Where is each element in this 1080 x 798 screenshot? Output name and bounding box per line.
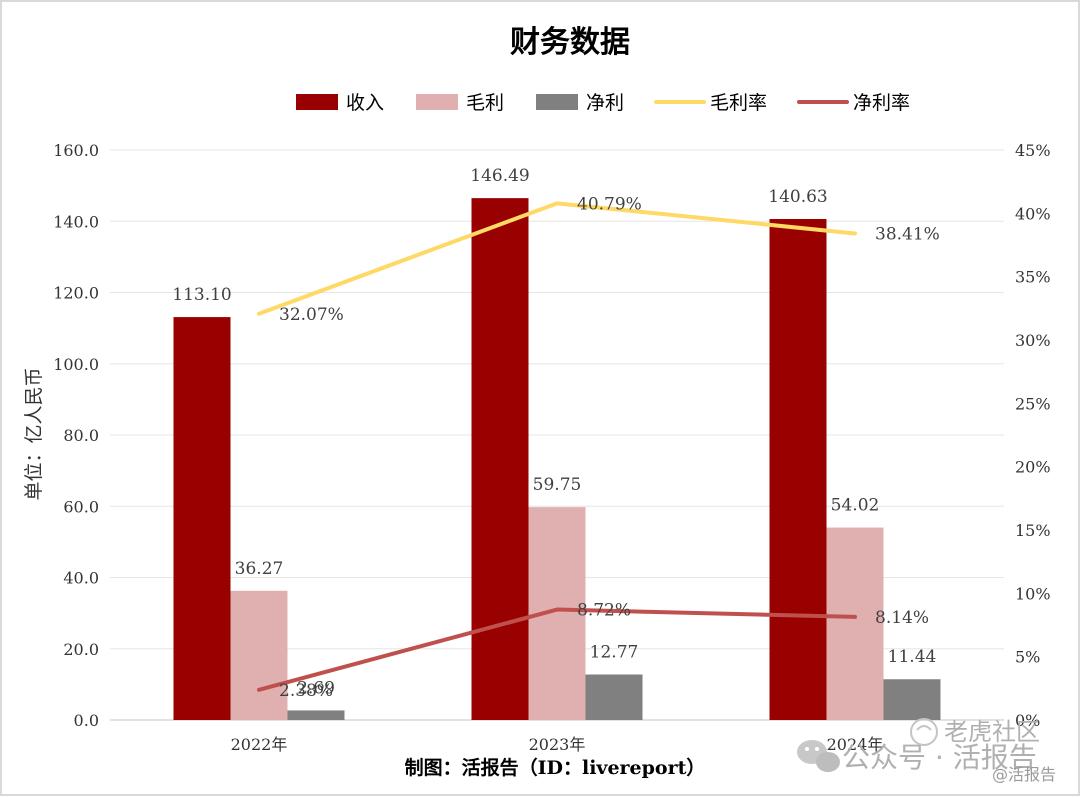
y-tick-label: 60.0 bbox=[63, 497, 99, 516]
bar-收入 bbox=[770, 219, 827, 720]
y-tick-label: 120.0 bbox=[53, 284, 99, 303]
line-data-label: 32.07% bbox=[279, 305, 344, 325]
legend-swatch bbox=[416, 94, 458, 110]
bars bbox=[174, 198, 941, 720]
bar-data-label: 113.10 bbox=[172, 285, 231, 305]
legend-label: 毛利率 bbox=[710, 92, 767, 114]
watermark-handle: @活报告 bbox=[992, 765, 1056, 784]
bar-净利 bbox=[884, 679, 941, 720]
bar-净利 bbox=[288, 710, 345, 720]
line-data-label: 40.79% bbox=[577, 194, 642, 214]
legend-label: 毛利 bbox=[466, 92, 504, 114]
legend-label: 净利率 bbox=[853, 92, 910, 114]
bar-收入 bbox=[174, 317, 231, 720]
y-tick-label: 140.0 bbox=[53, 212, 99, 231]
y2-tick-label: 45% bbox=[1015, 141, 1051, 160]
y-axis-ticks: 0.0 20.0 40.0 60.0 80.0 100.0 120.0 140.0 160.0 bbox=[53, 141, 99, 730]
y-axis-label: 单位：亿人民币 bbox=[23, 367, 45, 500]
x-tick-label: 2022年 bbox=[231, 735, 288, 754]
y2-tick-label: 25% bbox=[1015, 394, 1051, 413]
y-tick-label: 160.0 bbox=[53, 141, 99, 160]
bar-净利 bbox=[586, 675, 643, 720]
y-tick-label: 80.0 bbox=[63, 426, 99, 445]
y2-tick-label: 15% bbox=[1015, 521, 1051, 540]
y2-axis-ticks: 0%5%10%15%20%25%30%35%40%45% bbox=[1015, 141, 1051, 730]
legend-swatch bbox=[536, 94, 578, 110]
line-data-label: 8.72% bbox=[577, 601, 631, 621]
legend-swatch bbox=[296, 94, 338, 110]
y2-tick-label: 5% bbox=[1015, 648, 1040, 667]
y2-tick-label: 35% bbox=[1015, 268, 1051, 287]
y2-tick-label: 20% bbox=[1015, 458, 1051, 477]
bar-收入 bbox=[472, 198, 529, 720]
bar-data-label: 59.75 bbox=[533, 475, 582, 495]
bar-data-label: 140.63 bbox=[768, 187, 827, 207]
chart-title: 财务数据 bbox=[510, 25, 630, 60]
y-tick-label: 100.0 bbox=[53, 355, 99, 374]
footer-credit: 制图：活报告（ID：livereport） bbox=[405, 756, 706, 779]
y2-tick-label: 10% bbox=[1015, 584, 1051, 603]
bar-data-label: 11.44 bbox=[888, 647, 937, 667]
line-data-label: 38.41% bbox=[875, 224, 940, 244]
line-data-label: 2.38% bbox=[279, 681, 333, 701]
line-毛利率 bbox=[259, 203, 855, 313]
line-data-label: 8.14% bbox=[875, 608, 929, 628]
y-tick-label: 0.0 bbox=[74, 711, 99, 730]
y-tick-label: 20.0 bbox=[63, 640, 99, 659]
legend-label: 收入 bbox=[346, 92, 384, 114]
bar-data-label: 12.77 bbox=[590, 643, 639, 663]
legend-label: 净利 bbox=[586, 92, 624, 114]
legend: 收入 毛利 净利 毛利率 净利率 bbox=[296, 92, 910, 114]
bar-data-label: 146.49 bbox=[470, 166, 529, 186]
bar-data-label: 54.02 bbox=[831, 496, 880, 516]
y2-tick-label: 30% bbox=[1015, 331, 1051, 350]
x-tick-label: 2023年 bbox=[529, 735, 586, 754]
bar-data-label: 36.27 bbox=[235, 559, 284, 579]
y2-tick-label: 40% bbox=[1015, 204, 1051, 223]
watermark-corner: 老虎社区 bbox=[944, 718, 1040, 746]
y-tick-label: 40.0 bbox=[63, 569, 99, 588]
